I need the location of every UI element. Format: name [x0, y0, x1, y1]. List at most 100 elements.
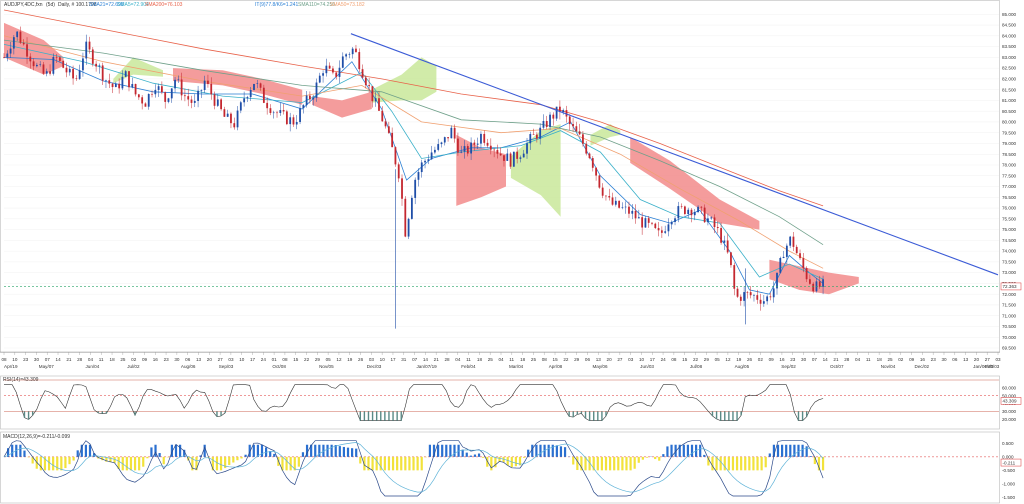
x-day-label: 05	[326, 357, 332, 362]
candle-body	[430, 152, 433, 160]
x-day-label: 08	[671, 357, 677, 362]
candle-body	[749, 292, 752, 296]
candle-body	[509, 153, 512, 167]
candle-body	[220, 99, 222, 110]
candle-body	[443, 137, 446, 143]
candle-body	[266, 102, 269, 109]
x-day-label: 03	[228, 357, 234, 362]
candle-body	[624, 206, 627, 208]
candle-body	[414, 179, 417, 198]
x-day-label: 08	[2, 357, 8, 362]
candle-body	[654, 223, 657, 229]
x-month-label: Jan/07/19	[417, 364, 438, 369]
x-day-label: 27	[218, 357, 224, 362]
x-day-label: 12	[725, 357, 731, 362]
candle-body	[529, 134, 532, 144]
candle-body	[12, 37, 15, 49]
candle-body	[45, 71, 48, 74]
x-day-label: 19	[736, 357, 742, 362]
rsi-value-tag	[1000, 397, 1022, 405]
y-tick-label: 78.000	[1002, 163, 1016, 168]
x-day-label: 07	[812, 357, 818, 362]
candle-body	[167, 98, 170, 102]
candle-body	[792, 236, 795, 247]
candle-body	[332, 68, 334, 73]
x-day-label: 13	[963, 357, 969, 362]
candle-body	[190, 99, 193, 103]
x-day-label: 14	[823, 357, 829, 362]
candle-body	[378, 98, 380, 111]
cloud-segment	[590, 124, 621, 146]
y-tick-label: 78.500	[1002, 152, 1016, 157]
candle-body	[789, 236, 792, 246]
y-tick-label: 72.000	[1002, 292, 1016, 297]
candle-body	[197, 90, 199, 101]
x-day-label: 12	[336, 357, 342, 362]
x-day-label: 06	[585, 357, 591, 362]
candle-body	[246, 97, 249, 99]
candle-body	[272, 112, 275, 114]
candle-body	[555, 106, 558, 119]
x-day-label: 22	[693, 357, 699, 362]
candle-body	[374, 98, 377, 102]
candle-body	[62, 60, 65, 68]
candle-body	[299, 108, 301, 123]
main-grid	[4, 14, 999, 349]
candle-body	[736, 288, 739, 297]
main-header: AUDJPY,4DC,fxn (5d) Daily, # 100.1798 SM…	[4, 2, 365, 8]
candle-body	[128, 71, 130, 88]
trendline[interactable]	[350, 33, 999, 276]
x-day-label: 20	[607, 357, 613, 362]
x-day-label: 30	[801, 357, 807, 362]
candle-body	[680, 206, 683, 207]
candle-body	[539, 127, 542, 139]
candle-body	[647, 218, 650, 223]
cloud-segment	[630, 137, 760, 230]
candle-body	[49, 71, 51, 74]
x-day-label: 17	[250, 357, 256, 362]
x-day-label: 19	[347, 357, 353, 362]
candle-body	[499, 153, 502, 156]
x-month-label: Jun/04	[86, 364, 100, 369]
candle-body	[52, 56, 55, 74]
candle-body	[476, 143, 479, 145]
candle-body	[98, 65, 101, 67]
x-day-label: 15	[553, 357, 559, 362]
candle-body	[315, 82, 318, 98]
candle-body	[483, 133, 486, 143]
x-day-label: 23	[164, 357, 170, 362]
y-tick-label: 70.000	[1002, 335, 1016, 340]
candle-body	[279, 110, 282, 114]
x-month-label: Feb/03	[985, 364, 1000, 369]
header-ichimoku: IT(9)77.8/K6=1.241	[255, 2, 298, 8]
candle-body	[6, 53, 9, 58]
candle-body	[164, 92, 167, 102]
x-day-label: 18	[520, 357, 526, 362]
candle-body	[32, 61, 35, 67]
candle-body	[559, 106, 561, 113]
macd-line	[3, 440, 824, 497]
y-tick-label: 73.500	[1002, 259, 1016, 264]
candle-body	[417, 172, 420, 180]
x-day-label: 21	[66, 357, 72, 362]
ma-line-sma110	[3, 39, 824, 246]
macd-panel-frame	[0, 431, 1000, 504]
x-day-label: 03	[996, 357, 1002, 362]
candle-body	[141, 97, 144, 104]
candle-body	[72, 68, 74, 79]
candle-body	[19, 31, 22, 43]
x-month-label: Nov/04	[881, 364, 896, 369]
candle-body	[674, 218, 676, 222]
candle-body	[713, 217, 716, 228]
x-day-label: 02	[131, 357, 137, 362]
macd-value-label: -0.211	[1003, 460, 1016, 465]
candle-body	[782, 256, 785, 258]
candle-body	[391, 132, 394, 148]
y-tick-label: 77.000	[1002, 184, 1016, 189]
candle-body	[16, 31, 19, 38]
x-day-label: 11	[866, 357, 871, 362]
candle-body	[769, 296, 772, 298]
candle-body	[68, 68, 71, 73]
candle-body	[134, 83, 137, 95]
